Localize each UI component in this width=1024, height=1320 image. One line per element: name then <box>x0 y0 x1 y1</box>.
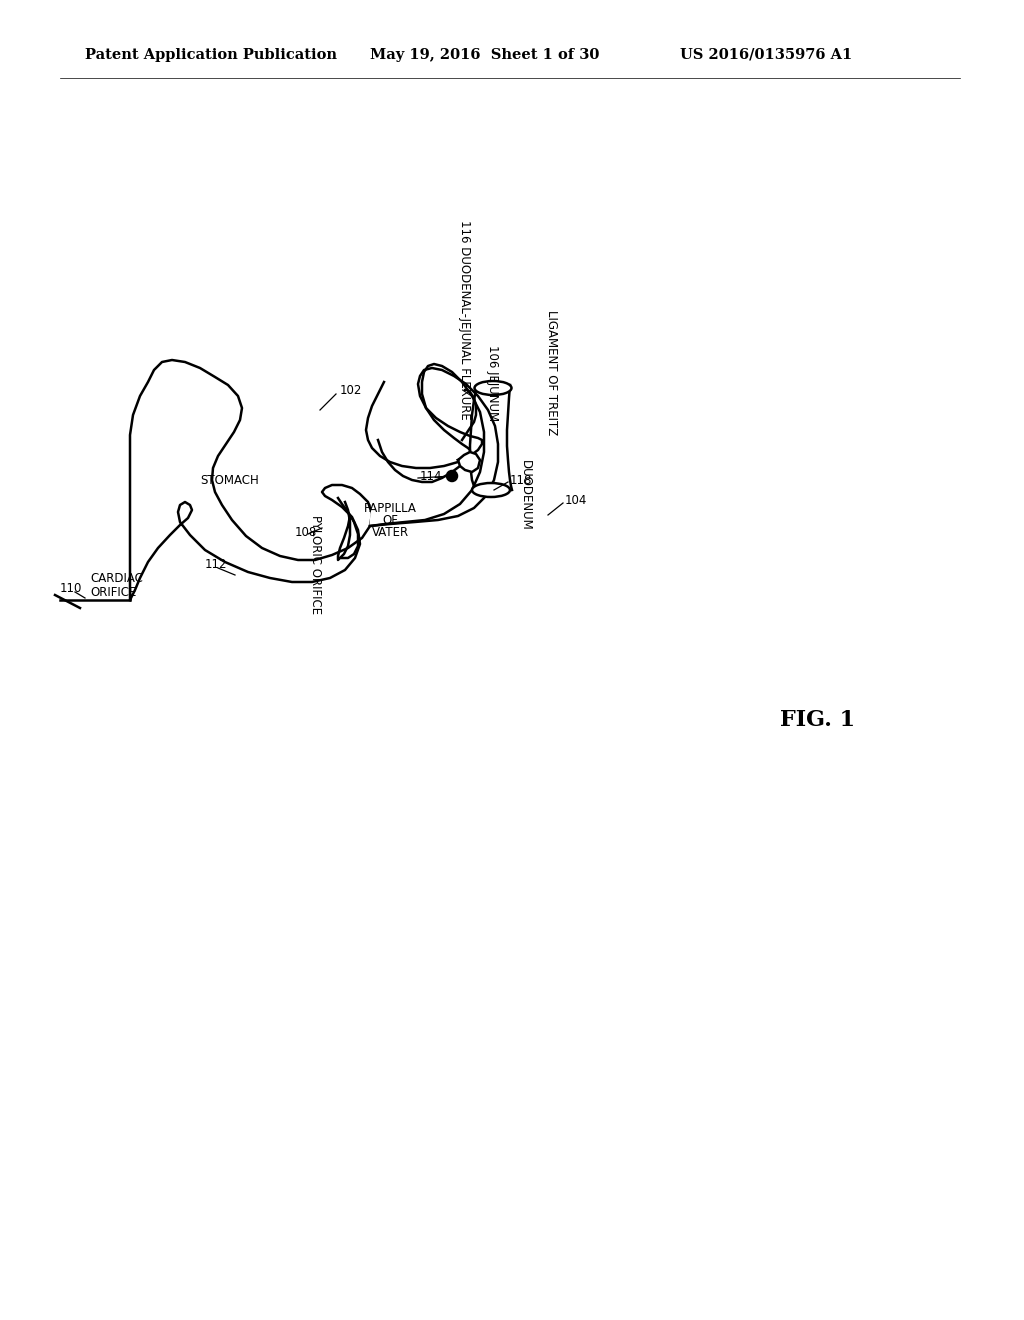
Text: 112: 112 <box>205 558 227 572</box>
Ellipse shape <box>472 483 510 498</box>
Text: FIG. 1: FIG. 1 <box>780 709 855 731</box>
Text: PYLORIC ORIFICE: PYLORIC ORIFICE <box>308 515 322 614</box>
Text: STOMACH: STOMACH <box>201 474 259 487</box>
Text: 110: 110 <box>60 582 82 594</box>
Text: 108: 108 <box>295 525 317 539</box>
Text: 118: 118 <box>510 474 532 487</box>
Text: DUODENUM: DUODENUM <box>518 459 531 531</box>
Text: Patent Application Publication: Patent Application Publication <box>85 48 337 62</box>
Text: 102: 102 <box>340 384 362 396</box>
Text: PAPPILLA: PAPPILLA <box>364 502 417 515</box>
Text: 106 JEJUNUM: 106 JEJUNUM <box>485 345 499 421</box>
Text: US 2016/0135976 A1: US 2016/0135976 A1 <box>680 48 852 62</box>
Text: LIGAMENT OF TREITZ: LIGAMENT OF TREITZ <box>546 310 558 436</box>
Text: 104: 104 <box>565 494 588 507</box>
Text: 116 DUODENAL-JEJUNAL FLEXURE: 116 DUODENAL-JEJUNAL FLEXURE <box>459 220 471 420</box>
Circle shape <box>447 471 457 480</box>
Ellipse shape <box>474 381 512 395</box>
Text: ORIFICE: ORIFICE <box>90 586 136 598</box>
Polygon shape <box>458 451 480 473</box>
Text: VATER: VATER <box>372 525 409 539</box>
Text: 114: 114 <box>420 470 442 483</box>
Text: May 19, 2016  Sheet 1 of 30: May 19, 2016 Sheet 1 of 30 <box>370 48 599 62</box>
Polygon shape <box>130 360 372 601</box>
Polygon shape <box>366 368 498 525</box>
Text: OF: OF <box>382 513 398 527</box>
Text: CARDIAC: CARDIAC <box>90 572 143 585</box>
